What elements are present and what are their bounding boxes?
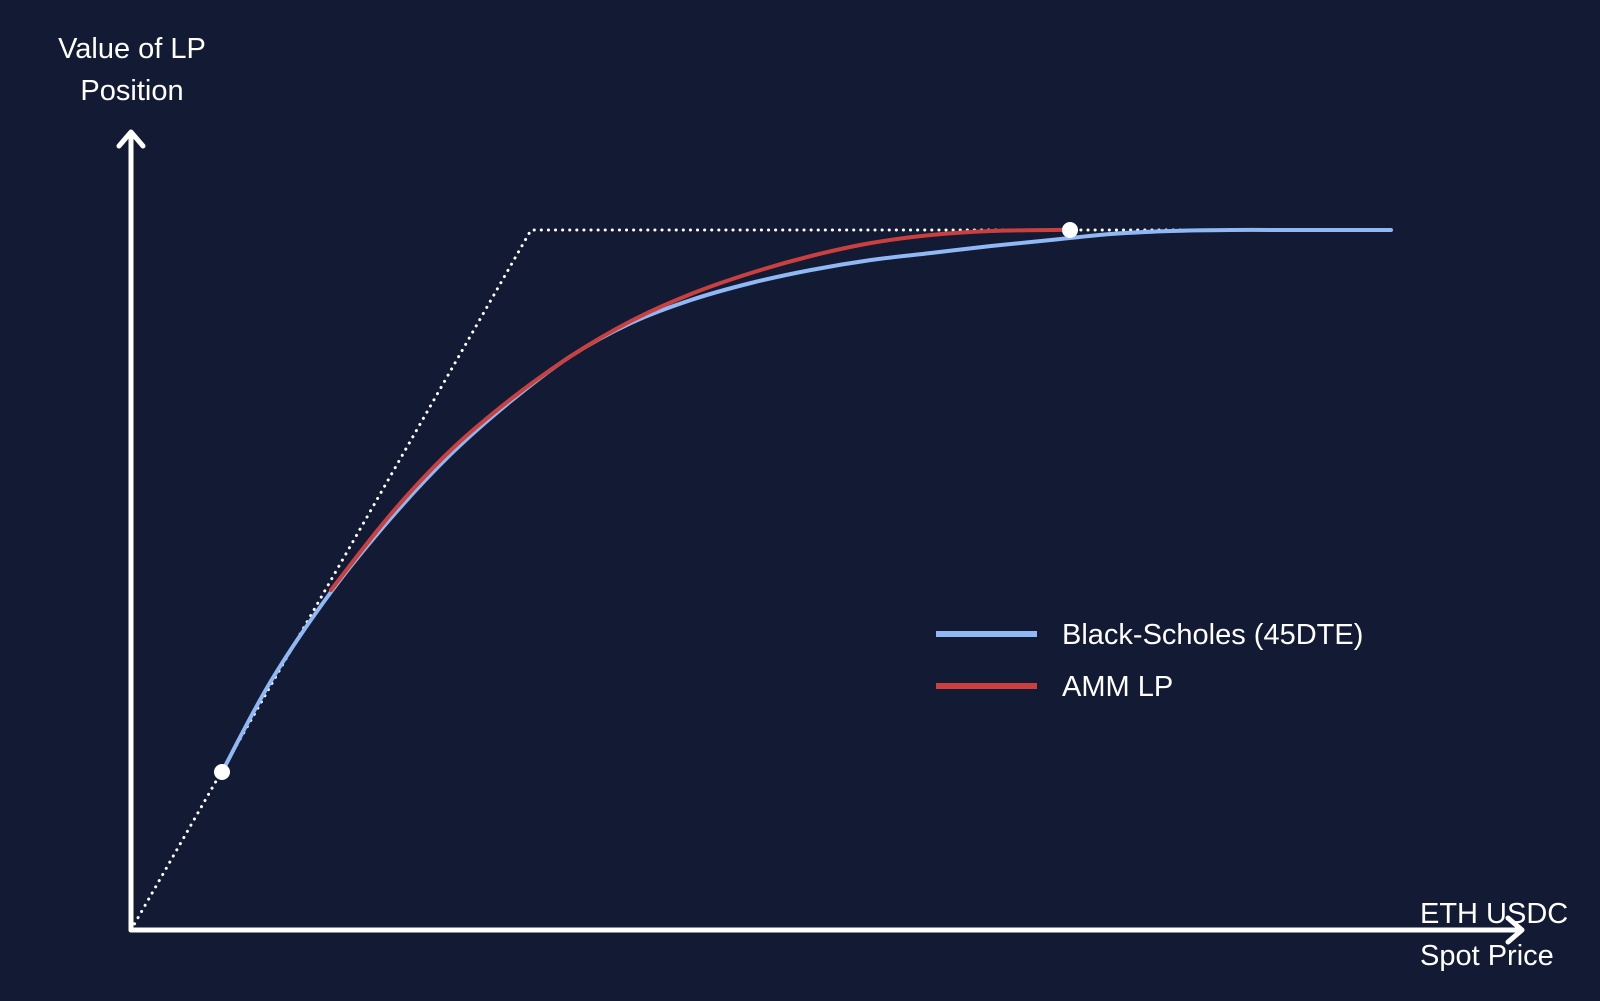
series-line-amm-lp — [329, 227, 1072, 592]
x-axis-title-line-2: Spot Price — [1420, 940, 1554, 972]
series-layer — [129, 227, 1393, 932]
axes-layer — [116, 129, 1525, 945]
y-axis-title-line-2: Position — [80, 75, 184, 107]
series-line-bound — [129, 228, 1393, 932]
x-axis-title-line-1: ETH USDC — [1420, 898, 1569, 930]
y-axis-title-line-1: Value of LP — [58, 33, 206, 65]
legend-label-amm-lp: AMM LP — [1062, 671, 1173, 703]
markers-layer — [214, 222, 1078, 780]
legend: Black-Scholes (45DTE) AMM LP — [936, 619, 1363, 703]
data-point-marker-1 — [214, 764, 230, 780]
data-point-marker-2 — [1062, 222, 1078, 238]
legend-label-black-scholes-45dte: Black-Scholes (45DTE) — [1062, 619, 1363, 651]
series-line-black-scholes-45dte — [220, 227, 1393, 774]
y-axis-title: Value of LP Position — [42, 28, 222, 112]
x-axis-arrowhead — [1505, 915, 1525, 945]
x-axis-title: ETH USDC Spot Price — [1420, 893, 1600, 977]
y-axis-arrowhead — [116, 129, 146, 149]
